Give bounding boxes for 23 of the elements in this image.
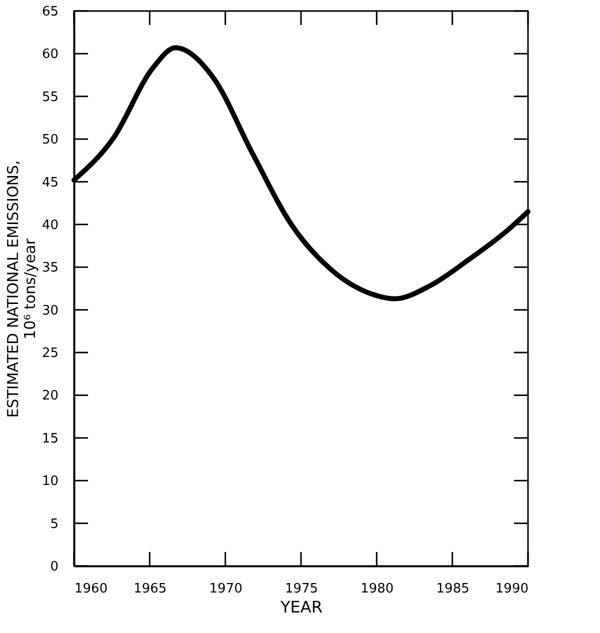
y-tick-label: 60 (42, 47, 58, 62)
x-axis-title: YEAR (280, 598, 322, 616)
x-tick-label: 1960 (74, 582, 108, 596)
y-tick-label: 10 (42, 474, 58, 490)
y-tick-label: 50 (42, 132, 58, 148)
y-tick-label: 15 (42, 431, 58, 446)
x-tick-label: 1980 (360, 582, 394, 596)
y-tick-label: 0 (50, 560, 58, 574)
x-tick-label: 1975 (284, 582, 318, 596)
y-axis-title: ESTIMATED NATIONAL EMISSIONS, 10⁶ tons/year (4, 160, 39, 418)
y-tick-label: 65 (42, 4, 58, 20)
x-tick-label: 1990 (495, 582, 528, 596)
y-tick-label: 25 (42, 346, 58, 362)
y-tick-label: 35 (42, 260, 58, 276)
x-tick-label: 1985 (436, 582, 470, 596)
y-tick-label: 45 (42, 175, 58, 190)
y-tick-label: 40 (42, 218, 58, 233)
y-tick-label: 5 (50, 516, 58, 532)
y-tick-label: 55 (42, 90, 58, 105)
x-tick-label: 1965 (134, 582, 167, 596)
y-tick-label: 20 (42, 388, 58, 404)
y-tick-label: 30 (42, 303, 58, 318)
x-tick-label: 1970 (209, 582, 242, 596)
